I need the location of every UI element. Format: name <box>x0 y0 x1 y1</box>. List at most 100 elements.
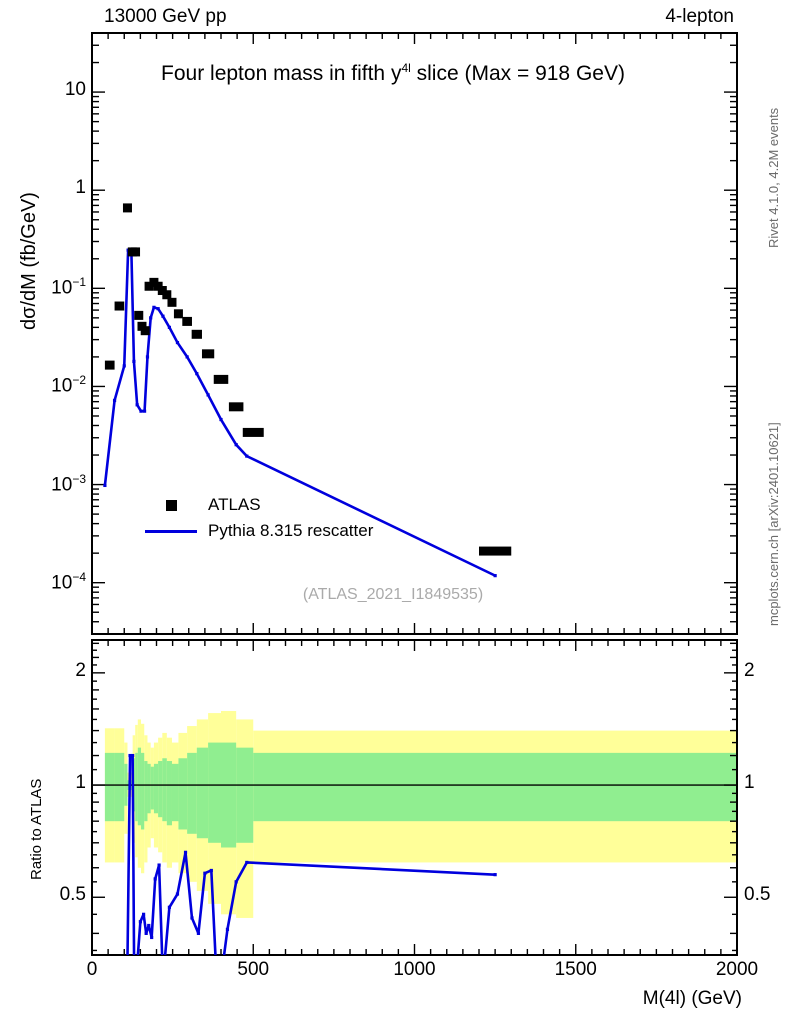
pythia-point-marker <box>175 340 180 345</box>
ratio-band-inner <box>178 758 188 830</box>
legend: ATLAS Pythia 8.315 rescatter <box>140 492 373 544</box>
main-panel-frame <box>91 32 738 635</box>
pythia-point-marker <box>149 316 153 320</box>
atlas-data-marker <box>134 310 144 320</box>
ratio-point-marker <box>157 863 161 867</box>
header-channel-label: 4-lepton <box>665 6 734 27</box>
pythia-point-marker <box>161 314 165 318</box>
atlas-data-marker <box>228 402 244 412</box>
y-tick-label-main: 10−2 <box>51 373 86 397</box>
ratio-band-inner <box>144 761 148 822</box>
y-tick-label-main: 10 <box>64 79 86 101</box>
pythia-point-marker <box>103 483 107 488</box>
atlas-data-marker <box>157 286 167 296</box>
y-tick-label-ratio-left: 2 <box>75 659 86 681</box>
ratio-band-inner <box>166 761 172 826</box>
ratio-band-inner <box>114 752 125 822</box>
pythia-point-marker <box>156 307 160 311</box>
ratio-band-inner <box>236 747 254 843</box>
atlas-data-marker <box>114 301 125 311</box>
legend-marker-line-icon <box>140 529 202 533</box>
atlas-data-marker <box>191 329 202 339</box>
atlas-data-marker <box>131 247 141 257</box>
y-tick-label-ratio-right: 0.5 <box>744 884 771 906</box>
pythia-point-marker <box>167 325 171 329</box>
y-tick-label-ratio-right: 2 <box>744 659 755 681</box>
x-tick-label: 1000 <box>393 959 436 980</box>
legend-label-pythia: Pythia 8.315 rescatter <box>208 521 374 540</box>
ratio-point-marker <box>142 912 146 916</box>
ratio-uncertainty-bands <box>104 711 737 918</box>
pythia-point-marker <box>206 393 210 397</box>
ratio-point-marker <box>245 860 249 865</box>
ratio-point-marker <box>138 920 142 924</box>
ratio-band-inner <box>162 758 167 822</box>
ratio-point-marker <box>131 753 135 758</box>
atlas-data-marker <box>122 203 132 213</box>
ratio-band-inner <box>153 763 159 814</box>
y-tick-label-main: 10−4 <box>51 569 86 594</box>
x-tick-label: 500 <box>237 959 270 980</box>
pythia-point-marker <box>219 417 223 422</box>
y-tick-label-main: 10−1 <box>51 275 86 299</box>
pythia-point-marker <box>234 443 238 447</box>
atlas-data-marker <box>182 316 192 326</box>
pythia-point-marker <box>493 574 497 578</box>
ratio-band-inner <box>171 763 179 822</box>
pythia-point-marker <box>112 398 117 403</box>
x-axis-label: M(4l) (GeV) <box>642 988 742 1009</box>
pythia-point-marker <box>142 409 147 413</box>
series-atlas-points <box>104 203 512 556</box>
ratio-point-marker <box>144 931 148 935</box>
ratio-band-inner <box>150 766 154 810</box>
atlas-data-marker <box>140 326 150 336</box>
ratio-band-inner <box>196 747 209 839</box>
ratio-point-marker <box>196 931 201 935</box>
ratio-band-inner <box>135 752 138 822</box>
atlas-data-marker <box>213 374 229 384</box>
ratio-point-marker <box>150 935 154 940</box>
pythia-point-marker <box>245 454 249 458</box>
series-pythia-curve <box>103 248 497 578</box>
plot-title-superscript: 4l <box>401 61 411 75</box>
atlas-data-marker <box>144 281 154 291</box>
ratio-point-marker <box>203 871 207 875</box>
ratio-band-inner <box>137 747 142 826</box>
ratio-band-inner <box>141 752 145 830</box>
legend-entry-atlas: ATLAS <box>140 492 373 518</box>
ratio-point-marker <box>190 916 194 920</box>
atlas-data-marker <box>242 427 264 437</box>
ratio-point-marker <box>234 880 238 884</box>
pythia-point-marker <box>195 372 199 376</box>
atlas-data-marker <box>162 290 172 300</box>
plot-title-tail: slice (Max = 918 GeV) <box>410 62 625 85</box>
ratio-band-inner <box>158 761 163 818</box>
ratio-curve-pythia <box>126 753 497 955</box>
ratio-point-marker <box>167 905 171 909</box>
pythia-point-marker <box>139 409 143 413</box>
ratio-point-marker <box>209 868 213 873</box>
axis-ticks <box>91 32 738 955</box>
pythia-point-marker <box>185 355 189 359</box>
x-tick-label: 1500 <box>554 959 597 980</box>
atlas-data-marker <box>167 297 177 307</box>
y-tick-label-main: 1 <box>75 177 86 199</box>
ratio-band-inner <box>147 763 151 814</box>
ratio-point-marker <box>128 753 132 758</box>
pythia-point-marker <box>132 359 136 363</box>
ratio-point-marker <box>183 850 188 854</box>
legend-label-atlas: ATLAS <box>208 495 261 514</box>
x-tick-label: 0 <box>86 959 98 980</box>
ratio-band-inner <box>104 752 115 822</box>
ratio-point-marker <box>147 923 151 928</box>
legend-marker-square-icon <box>140 499 202 511</box>
pythia-point-marker <box>135 403 139 407</box>
ratio-band-inner <box>253 752 737 822</box>
atlas-data-marker <box>201 349 215 359</box>
ratio-point-marker <box>493 873 497 877</box>
x-tick-label: 2000 <box>715 959 759 980</box>
pythia-point-marker <box>145 355 150 359</box>
pythia-point-marker <box>122 364 126 368</box>
